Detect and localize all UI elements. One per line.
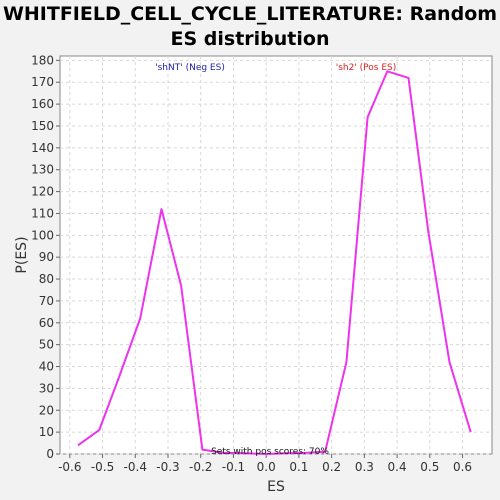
y-tick-label: 180 xyxy=(31,53,54,67)
x-axis-ticks: -0.6 -0.5 -0.4 -0.3 -0.2 -0.1 0.0 0.1 0.2 0.3 0.4 0… xyxy=(58,454,472,474)
y-tick-label: 30 xyxy=(39,381,54,395)
neg-es-label: 'shNT' (Neg ES) xyxy=(155,63,225,73)
y-tick-label: 90 xyxy=(39,250,54,264)
y-tick-label: 130 xyxy=(31,163,54,177)
x-tick-label: -0.4 xyxy=(124,460,147,474)
x-tick-label: 0.0 xyxy=(257,460,276,474)
y-tick-label: 10 xyxy=(39,425,54,439)
y-tick-label: 40 xyxy=(39,360,54,374)
x-tick-label: 0.1 xyxy=(289,460,308,474)
y-axis-label: P(ES) xyxy=(14,236,30,273)
y-tick-label: 50 xyxy=(39,338,54,352)
y-tick-label: 20 xyxy=(39,403,54,417)
x-tick-label: 0.6 xyxy=(453,460,472,474)
chart-title: WHITFIELD_CELL_CYCLE_LITERATURE: Random … xyxy=(0,2,500,52)
plot-area xyxy=(59,55,493,455)
chart-title-line-2: ES distribution xyxy=(170,28,330,50)
y-tick-label: 120 xyxy=(31,185,54,199)
pos-es-label: 'sh2' (Pos ES) xyxy=(336,63,397,73)
x-tick-label: 0.2 xyxy=(322,460,341,474)
x-axis-label: ES xyxy=(267,479,285,495)
x-tick-label: 0.3 xyxy=(355,460,374,474)
y-tick-label: 150 xyxy=(31,119,54,133)
chart-title-line-1: WHITFIELD_CELL_CYCLE_LITERATURE: Random xyxy=(2,3,498,25)
grid xyxy=(60,56,492,455)
x-tick-label: 0.5 xyxy=(420,460,439,474)
x-tick-label: -0.1 xyxy=(222,460,245,474)
y-axis-ticks: 0 10 20 30 40 50 60 70 80 90 100 110 120 130 140 150 160… xyxy=(31,53,60,461)
x-tick-label: 0.4 xyxy=(388,460,407,474)
y-tick-label: 100 xyxy=(31,228,54,242)
x-tick-label: -0.6 xyxy=(58,460,81,474)
y-tick-label: 0 xyxy=(46,447,54,461)
y-tick-label: 170 xyxy=(31,75,54,89)
series-line xyxy=(77,70,472,455)
y-tick-label: 140 xyxy=(31,141,54,155)
y-tick-label: 80 xyxy=(39,272,54,286)
x-tick-label: -0.2 xyxy=(189,460,212,474)
x-tick-label: -0.5 xyxy=(91,460,114,474)
y-tick-label: 160 xyxy=(31,97,54,111)
y-tick-label: 60 xyxy=(39,316,54,330)
y-tick-label: 70 xyxy=(39,294,54,308)
pos-scores-text: Sets with pos scores: 70% xyxy=(211,447,329,457)
x-tick-label: -0.3 xyxy=(156,460,179,474)
y-tick-label: 110 xyxy=(31,206,54,220)
